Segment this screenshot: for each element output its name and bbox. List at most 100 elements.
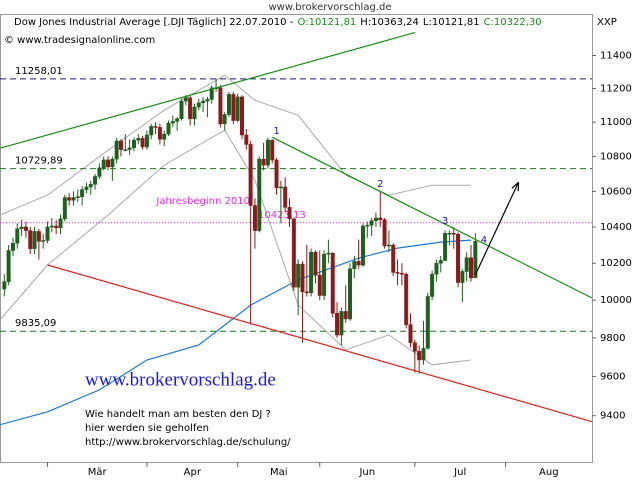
candle-body (80, 189, 85, 197)
corner-label: XXP (597, 17, 617, 28)
candle-body (352, 261, 357, 269)
candle-body (278, 186, 283, 189)
candle-body (335, 313, 340, 336)
promo-url: www.brokervorschlag.de (85, 369, 276, 390)
candle-body (49, 225, 54, 228)
level-note: Jahresbeginn 2010 (155, 196, 250, 207)
annotation: 3 (442, 216, 448, 227)
candle-body (287, 207, 292, 220)
quote: O:10121,81 (298, 17, 357, 28)
candle-body (196, 102, 201, 108)
arrow-head (511, 181, 520, 192)
candle-body (408, 324, 413, 343)
candle-body (157, 127, 162, 140)
candle-body (257, 158, 262, 231)
candle-body (127, 147, 132, 150)
candle-body (378, 217, 383, 221)
candle-body (265, 139, 270, 166)
plot-frame (0, 14, 593, 463)
candle-body (412, 342, 417, 352)
promo-line: hier werden sie geholfen (85, 423, 209, 434)
candle-body (88, 184, 93, 188)
y-tick-label: 10800 (600, 151, 632, 162)
candle-body (360, 225, 365, 266)
candle-body (123, 149, 128, 151)
candle-body (231, 94, 236, 121)
candle-body (326, 252, 331, 255)
candle-body (54, 225, 59, 229)
candle-body (451, 232, 456, 235)
candle-body (296, 263, 301, 288)
candle-body (373, 217, 378, 221)
candle-body (67, 197, 72, 201)
candle-body (136, 138, 141, 141)
candle-body (464, 257, 469, 272)
candle-body (2, 281, 7, 290)
candle-body (235, 96, 240, 121)
trend-line (47, 264, 593, 423)
candle-body (430, 273, 435, 297)
candle-body (274, 159, 279, 189)
candle-body (240, 96, 244, 136)
candle-body (106, 159, 111, 168)
candle-body (209, 87, 214, 100)
y-tick-label: 9600 (600, 371, 625, 382)
candle-body (227, 94, 232, 115)
candle-body (343, 311, 348, 320)
candle-body (62, 197, 67, 220)
candle-body (153, 126, 158, 128)
candle-body (166, 122, 171, 135)
annotation: 4 (481, 235, 487, 246)
candle-body (19, 226, 24, 229)
title: Dow Jones Industrial Average [.DJI Tägli… (14, 17, 294, 28)
candle-body (10, 242, 15, 251)
candle-body (32, 231, 37, 249)
candle-body (399, 273, 404, 275)
level-label: 10423,13 (258, 210, 306, 221)
candle-body (460, 271, 465, 283)
candle-body (317, 274, 322, 296)
x-tick-label: Aug (539, 467, 559, 478)
quote: C:10322,30 (484, 17, 542, 28)
candle-body (244, 134, 249, 145)
y-tick-label: 10000 (600, 295, 632, 306)
band-lower (0, 129, 472, 366)
candle-body (330, 252, 335, 314)
candle-body (386, 244, 391, 247)
candle-body (58, 218, 63, 229)
copyright: © www.tradesignalonline.com (4, 35, 155, 46)
y-tick-label: 10200 (600, 258, 632, 269)
candle-body (270, 139, 275, 161)
candle-body (421, 348, 426, 361)
candle-body (201, 100, 206, 104)
candle-body (248, 144, 253, 206)
candle-body (391, 244, 396, 273)
trend-line (0, 32, 415, 149)
chart-title: Dow Jones Industrial Average [.DJI Tägli… (14, 17, 542, 28)
candle-body (322, 253, 327, 296)
candle-body (36, 231, 41, 242)
annotation: 2 (377, 179, 383, 190)
candle-body (140, 138, 145, 148)
candle-body (93, 176, 98, 185)
candle-body (339, 311, 344, 336)
annotation: 1 (273, 126, 279, 137)
promo-line: Wie handelt man am besten den DJ ? (85, 409, 271, 420)
candle-body (110, 158, 115, 168)
x-tick-label: Apr (184, 467, 202, 478)
candle-body (348, 268, 352, 320)
candle-body (356, 261, 361, 266)
candle-body (101, 159, 106, 168)
x-tick-label: Mär (88, 467, 108, 478)
candle-body (144, 134, 149, 148)
candle-body (192, 106, 197, 120)
trend-line (271, 136, 593, 299)
candle-body (175, 118, 180, 122)
candle-body (304, 291, 309, 294)
candle-body (291, 218, 296, 288)
candle-body (218, 87, 223, 125)
level-label: 11258,01 (15, 66, 63, 77)
candle-body (425, 296, 430, 349)
candle-body (75, 196, 80, 198)
